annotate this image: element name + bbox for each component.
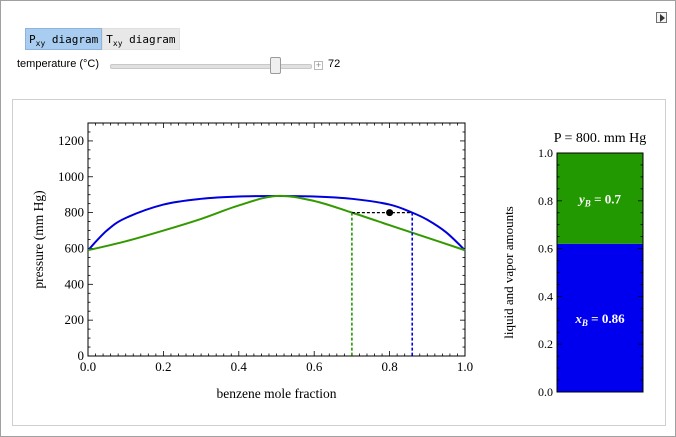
bar-y-tick-label: 0.2	[538, 337, 553, 351]
temperature-slider-thumb[interactable]	[270, 57, 282, 74]
x-axis-label: benzene mole fraction	[217, 386, 337, 401]
y-tick-label: 600	[65, 240, 85, 255]
temperature-slider-track[interactable]	[110, 64, 312, 69]
liquid-amount-bar	[557, 243, 643, 392]
bar-y-tick-label: 1.0	[538, 146, 553, 160]
y-tick-label: 200	[65, 312, 85, 327]
y-axis-label: pressure (mm Hg)	[31, 190, 46, 288]
tab-txy-sub: xy	[112, 39, 123, 49]
y-tick-label: 0	[78, 348, 85, 363]
state-point	[386, 209, 394, 217]
triangle-right-icon	[660, 14, 665, 22]
vapor-composition-label: yB = 0.7	[577, 191, 621, 208]
tab-pxy-sub: xy	[35, 39, 46, 49]
tab-pxy-main: P	[29, 33, 36, 46]
tab-txy-diagram[interactable]: Txy diagram	[102, 28, 180, 50]
x-tick-label: 0.8	[381, 359, 397, 374]
temperature-value: 72	[328, 58, 341, 70]
bar-y-axis-label: liquid and vapor amounts	[501, 206, 516, 339]
tab-pxy-diagram[interactable]: Pxy diagram	[25, 28, 103, 50]
plot-frame	[87, 122, 466, 357]
vapor-amount-bar	[557, 153, 643, 244]
y-tick-label: 1000	[58, 169, 84, 184]
options-toggle-button[interactable]	[656, 12, 667, 23]
tab-txy-rest: diagram	[122, 33, 176, 46]
liquid-composition-label: xB = 0.86	[574, 311, 625, 328]
pxy-chart: 0.0 0.2 0.4 0.6 0.8 1.0 0 200 400 600 800 1000 1200 b…	[31, 122, 647, 401]
temperature-label: temperature (°C)	[17, 58, 100, 70]
bar-y-tick-label: 0.4	[538, 289, 553, 303]
plot-panel: 0.0 0.2 0.4 0.6 0.8 1.0 0 200 400 600 800 1000 1200 b…	[12, 99, 666, 426]
y-tick-label: 400	[65, 276, 85, 291]
tab-pxy-rest: diagram	[45, 33, 99, 46]
diagram-tabs: Pxy diagram Txy diagram	[25, 28, 180, 50]
x-tick-label: 0.4	[231, 359, 248, 374]
x-tick-label: 0.6	[306, 359, 323, 374]
y-tick-label: 800	[65, 205, 85, 220]
bar-y-tick-label: 0.6	[538, 242, 553, 256]
bar-y-tick-label: 0.8	[538, 194, 553, 208]
dew-point-curve	[87, 194, 466, 252]
y-tick-label: 1200	[58, 133, 84, 148]
bar-title: P = 800. mm Hg	[554, 131, 647, 146]
x-tick-label: 0.0	[80, 359, 96, 374]
tab-txy-main: T	[106, 33, 113, 46]
x-tick-label: 1.0	[457, 359, 473, 374]
x-tick-label: 0.2	[155, 359, 171, 374]
bar-y-tick-label: 0.0	[538, 385, 553, 399]
bubble-point-curve	[87, 194, 466, 251]
plus-icon[interactable]: +	[314, 60, 323, 70]
